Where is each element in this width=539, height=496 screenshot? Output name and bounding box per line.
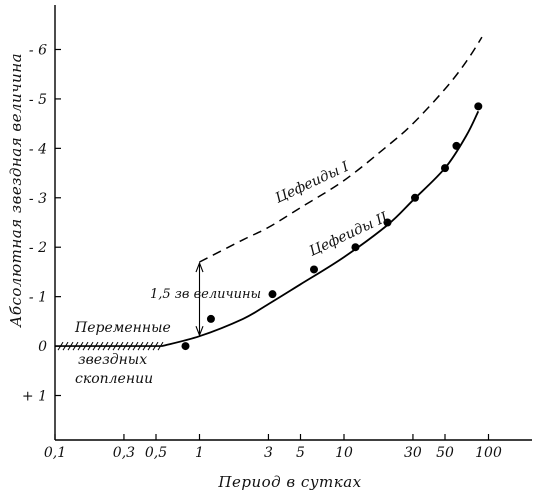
hatch-mark xyxy=(132,341,139,351)
hatch-mark xyxy=(112,341,119,351)
data-point xyxy=(181,342,190,351)
hatch-mark xyxy=(127,341,134,351)
hatch-mark xyxy=(72,341,79,351)
cluster-variables-label-line1: Переменные xyxy=(74,320,171,336)
data-point xyxy=(452,141,461,150)
hatch-mark xyxy=(67,341,74,351)
y-tick-label: 0 xyxy=(38,339,47,355)
y-tick-label: - 3 xyxy=(29,191,47,207)
data-point xyxy=(383,218,392,227)
cepheids-i-curve xyxy=(199,36,483,263)
data-point xyxy=(310,265,319,274)
arrow-head-top xyxy=(195,261,204,273)
axes xyxy=(54,5,532,441)
series-layer xyxy=(161,36,483,347)
hatch-mark xyxy=(122,341,129,351)
hatch-mark xyxy=(137,341,144,351)
magnitude-difference-arrow xyxy=(195,261,204,337)
hatch-mark xyxy=(142,341,149,351)
data-point xyxy=(441,164,450,173)
hatch-mark xyxy=(97,341,104,351)
hatch-mark xyxy=(117,341,124,351)
data-point xyxy=(411,193,420,202)
x-tick-label: 1 xyxy=(195,445,204,461)
hatch-mark xyxy=(82,341,89,351)
hatch-mark xyxy=(147,341,154,351)
x-tick-label: 100 xyxy=(475,445,502,461)
y-tick-label: + 1 xyxy=(22,389,47,405)
hatch-mark xyxy=(92,341,99,351)
x-tick-label: 0,1 xyxy=(44,445,66,461)
cluster-variables-label-line3: скоплении xyxy=(75,371,153,387)
y-tick-label: - 6 xyxy=(29,42,47,58)
cluster-variables-label-line2: звездных xyxy=(78,352,147,368)
x-tick-label: 0,5 xyxy=(145,445,167,461)
data-point xyxy=(268,290,277,299)
hatch-mark xyxy=(57,341,64,351)
hatch-mark xyxy=(87,341,94,351)
data-point xyxy=(474,102,483,111)
x-tick-label: 0,3 xyxy=(113,445,135,461)
hatch-mark xyxy=(62,341,69,351)
y-tick-label: - 1 xyxy=(29,290,47,306)
data-points xyxy=(181,102,483,351)
y-axis-label: Абсолютная звездная величина xyxy=(7,53,25,328)
x-tick-label: 3 xyxy=(264,445,273,461)
data-point xyxy=(206,314,215,323)
y-tick-label: - 5 xyxy=(29,92,47,108)
hatch-mark xyxy=(102,341,109,351)
hatch-mark xyxy=(157,341,164,351)
hatch-mark xyxy=(107,341,114,351)
y-tick-label: - 2 xyxy=(29,240,47,256)
cluster-variables-hatch xyxy=(55,341,164,351)
x-ticks: 0,1 0,3 0,5 1 3 5 10 30 50 100 xyxy=(44,434,502,461)
x-tick-label: 5 xyxy=(296,445,305,461)
cepheids-i-label: Цефеиды I xyxy=(273,159,352,207)
hatch-mark xyxy=(152,341,159,351)
x-tick-label: 30 xyxy=(404,445,422,461)
arrow-head-bottom xyxy=(195,325,204,337)
magnitude-difference-label: 1,5 зв величины xyxy=(150,287,261,302)
data-point xyxy=(351,243,360,252)
y-tick-label: - 4 xyxy=(29,141,47,157)
x-axis-label: Период в сутках xyxy=(217,473,361,491)
hatch-mark xyxy=(77,341,84,351)
cepheids-ii-label: Цефеиды II xyxy=(307,209,391,259)
x-tick-label: 10 xyxy=(335,445,353,461)
cepheids-ii-curve xyxy=(161,110,480,347)
x-tick-label: 50 xyxy=(436,445,454,461)
y-ticks: - 6 - 5 - 4 - 3 - 2 - 1 0 + 1 xyxy=(22,42,61,405)
